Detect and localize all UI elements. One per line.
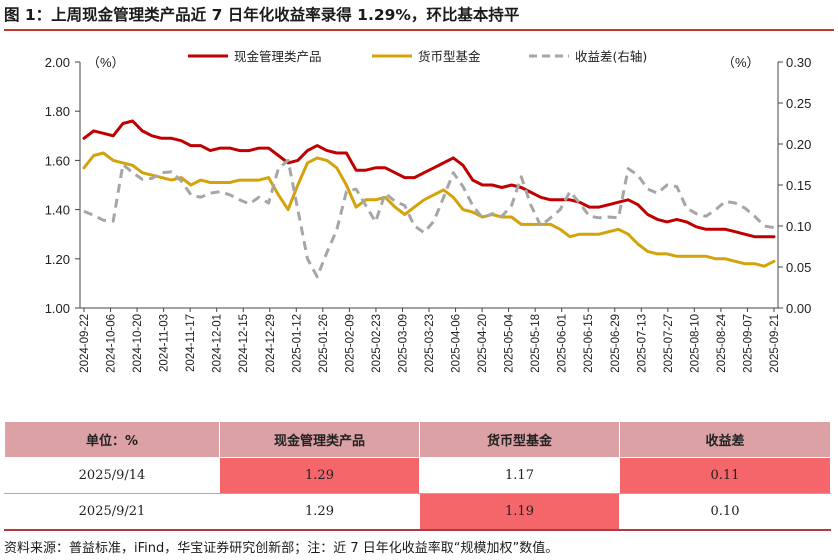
left-tick-label: 1.00 bbox=[45, 301, 70, 316]
x-tick-label: 2024-11-17 bbox=[185, 314, 197, 372]
x-tick-label: 2025-06-01 bbox=[557, 314, 569, 373]
x-tick-label: 2025-02-23 bbox=[371, 314, 383, 373]
legend-label-0: 现金管理类产品 bbox=[234, 49, 322, 64]
x-tick-label: 2025-04-06 bbox=[451, 314, 463, 373]
x-tick-label: 2024-09-22 bbox=[79, 314, 91, 373]
summary-table: 单位：% 现金管理类产品 货币型基金 收益差 2025/9/14 1.29 1.… bbox=[4, 421, 831, 531]
table-cell-spread: 0.11 bbox=[619, 457, 831, 494]
table-header-unit: 单位：% bbox=[4, 421, 220, 458]
x-tick-label: 2025-04-20 bbox=[477, 314, 489, 373]
table-header-cash: 现金管理类产品 bbox=[219, 421, 420, 458]
legend-label-2: 收益差(右轴) bbox=[575, 49, 647, 64]
left-tick-label: 1.20 bbox=[45, 252, 70, 267]
table-cell-date: 2025/9/21 bbox=[4, 493, 220, 531]
x-tick-label: 2025-06-15 bbox=[583, 314, 595, 373]
table-header-mmf: 货币型基金 bbox=[419, 421, 620, 458]
right-tick-label: 0.10 bbox=[786, 219, 811, 234]
x-tick-label: 2024-12-01 bbox=[212, 314, 224, 373]
left-unit-label: （%） bbox=[87, 55, 125, 70]
series-line-1 bbox=[82, 151, 776, 268]
x-tick-label: 2025-07-27 bbox=[663, 314, 675, 373]
left-tick-label: 1.60 bbox=[45, 153, 70, 168]
table-cell-mmf: 1.17 bbox=[419, 457, 620, 494]
series-line-2 bbox=[83, 158, 775, 279]
x-tick-label: 2025-09-07 bbox=[742, 314, 754, 373]
x-tick-label: 2025-07-13 bbox=[636, 314, 648, 373]
title-rule bbox=[4, 29, 834, 31]
source-note: 资料来源：普益标准，iFind，华宝证券研究创新部；注：近 7 日年化收益率取“… bbox=[4, 541, 559, 556]
x-tick-label: 2025-08-10 bbox=[689, 314, 701, 373]
table-row: 2025/9/21 1.29 1.19 0.10 bbox=[4, 493, 831, 531]
right-tick-label: 0.25 bbox=[786, 96, 811, 111]
table-header-row: 单位：% 现金管理类产品 货币型基金 收益差 bbox=[4, 421, 831, 458]
right-tick-label: 0.05 bbox=[786, 260, 811, 275]
x-tick-label: 2025-02-09 bbox=[344, 314, 356, 373]
table-cell-date: 2025/9/14 bbox=[4, 457, 220, 494]
right-tick-label: 0.20 bbox=[786, 137, 811, 152]
x-tick-label: 2024-10-20 bbox=[132, 314, 144, 373]
left-tick-label: 1.80 bbox=[45, 104, 70, 119]
line-chart: 1.00 1.20 1.40 1.60 1.80 2.00 0.00 0.05 0.10 0.15… bbox=[45, 49, 812, 373]
table-header-spread: 收益差 bbox=[619, 421, 831, 458]
series-line-0 bbox=[82, 119, 776, 239]
x-tick-label: 2025-08-24 bbox=[716, 313, 728, 372]
table-cell-cash: 1.29 bbox=[219, 457, 420, 494]
right-tick-label: 0.30 bbox=[786, 55, 811, 70]
x-tick-label: 2025-01-26 bbox=[318, 314, 330, 373]
x-tick-label: 2024-11-03 bbox=[159, 314, 171, 372]
right-tick-label: 0.15 bbox=[786, 178, 811, 193]
x-tick-label: 2024-12-15 bbox=[238, 314, 250, 373]
x-tick-label: 2025-03-09 bbox=[397, 314, 409, 373]
legend: 现金管理类产品 货币型基金 收益差(右轴) bbox=[188, 49, 647, 64]
x-tick-label: 2024-12-29 bbox=[265, 314, 277, 373]
x-tick-label: 2024-10-06 bbox=[106, 314, 118, 373]
left-tick-label: 2.00 bbox=[45, 55, 70, 70]
right-unit-label: （%） bbox=[722, 55, 760, 70]
series-layer bbox=[82, 119, 776, 279]
table-cell-spread: 0.10 bbox=[619, 493, 831, 531]
figure-title: 图 1：上周现金管理类产品近 7 日年化收益率录得 1.29%，环比基本持平 bbox=[4, 6, 520, 24]
table-cell-mmf: 1.19 bbox=[419, 493, 620, 531]
legend-label-1: 货币型基金 bbox=[418, 49, 481, 64]
axes-layer: 1.00 1.20 1.40 1.60 1.80 2.00 0.00 0.05 0.10 0.15… bbox=[45, 55, 812, 373]
x-tick-label: 2025-09-21 bbox=[769, 314, 781, 373]
x-tick-label: 2025-05-18 bbox=[530, 314, 542, 373]
x-tick-label: 2025-05-04 bbox=[504, 313, 516, 372]
table-row: 2025/9/14 1.29 1.17 0.11 bbox=[4, 457, 831, 494]
left-tick-label: 1.40 bbox=[45, 203, 70, 218]
x-tick-label: 2025-01-12 bbox=[291, 314, 303, 373]
x-tick-label: 2025-06-29 bbox=[610, 314, 622, 373]
table-cell-cash: 1.29 bbox=[219, 493, 420, 531]
x-tick-label: 2025-03-23 bbox=[424, 314, 436, 373]
right-tick-label: 0.00 bbox=[786, 301, 811, 316]
